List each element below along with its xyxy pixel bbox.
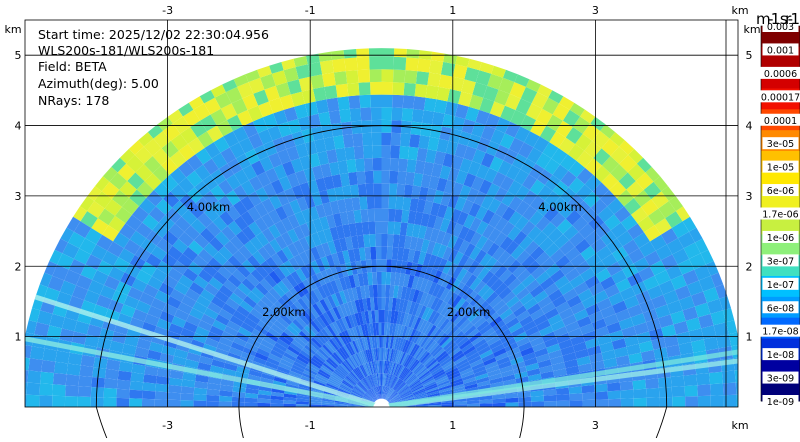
colorbar-label-bg bbox=[762, 20, 799, 32]
nrays-label: NRays: 178 bbox=[38, 93, 110, 108]
colorbar-level-label: 0.001 bbox=[767, 45, 794, 56]
range-ring-label-right: 4.00km bbox=[538, 200, 581, 214]
colorbar-label-bg bbox=[762, 230, 799, 243]
colorbar-level-label: 6e-06 bbox=[767, 186, 794, 197]
colorbar-label-bg bbox=[762, 348, 799, 361]
colorbar-title: m-1 sr-1 bbox=[756, 10, 800, 28]
field-label: Field: BETA bbox=[38, 59, 107, 74]
x-tick-label-bottom: -3 bbox=[162, 419, 173, 432]
y-tick-label-left: 4 bbox=[15, 120, 22, 133]
range-ring bbox=[238, 265, 525, 408]
y-tick-label-left: 1 bbox=[15, 331, 22, 344]
plot-frame bbox=[24, 19, 739, 408]
x-tick-label-bottom: 1 bbox=[449, 419, 456, 432]
colorbar-level-label: 3e-07 bbox=[767, 256, 794, 267]
y-tick-label-left: 2 bbox=[15, 260, 22, 273]
x-tick-label-top: -3 bbox=[162, 4, 173, 17]
colorbar-label-bg bbox=[756, 90, 800, 103]
range-ring-tail-left bbox=[95, 406, 109, 442]
range-ring-tail-right bbox=[654, 406, 668, 442]
colorbar-level-label: 0.0001 bbox=[764, 116, 797, 127]
x-tick-label-bottom: -1 bbox=[305, 419, 316, 432]
colorbar-label-bg bbox=[762, 371, 799, 384]
beta-field bbox=[25, 48, 738, 407]
colorbar-level-label: 1.7e-08 bbox=[762, 327, 798, 338]
colorbar-level-label: 1e-05 bbox=[767, 163, 794, 174]
start-time-label: Start time: 2025/12/02 22:30:04.956 bbox=[38, 27, 269, 42]
colorbar-label-bg bbox=[762, 301, 799, 314]
axes: -3 -3 -1 -1 1 1 3 3 1 1 2 2 3 3 4 4 5 5 km km km km bbox=[4, 4, 760, 432]
colorbar-label-bg bbox=[762, 184, 799, 197]
y-tick-label-right: 2 bbox=[746, 260, 753, 273]
x-tick-label-top: 1 bbox=[449, 4, 456, 17]
y-unit-left: km bbox=[4, 23, 21, 36]
colorbar-label-bg bbox=[759, 66, 800, 79]
instrument-label: WLS200s-181/WLS200s-181 bbox=[38, 43, 215, 58]
colorbar-label-bg bbox=[756, 207, 800, 220]
colorbar-level-label: 0.0006 bbox=[764, 69, 797, 80]
colorbar-level-label: 1e-09 bbox=[767, 397, 794, 408]
colorbar-level-label: 0.00017 bbox=[761, 92, 800, 103]
azimuth-label: Azimuth(deg): 5.00 bbox=[38, 76, 159, 91]
y-unit-right: km bbox=[743, 23, 760, 36]
colorbar-level-label: 6e-08 bbox=[767, 303, 794, 314]
range-ring-label-right: 2.00km bbox=[447, 305, 490, 319]
colorbar-label-bg bbox=[762, 277, 799, 290]
colorbar: 0.003 0.001 0.0006 0.00017 0.0001 3e-05 1e-05 6… bbox=[756, 10, 800, 408]
colorbar-label-bg bbox=[756, 324, 800, 337]
colorbar-level-label: 0.003 bbox=[767, 22, 794, 33]
colorbar-label-bg bbox=[762, 395, 799, 407]
colorbar-label-bg bbox=[762, 137, 799, 150]
range-ring-tail-right bbox=[518, 406, 525, 442]
colorbar-label-bg bbox=[762, 160, 799, 173]
range-ring bbox=[95, 125, 668, 408]
y-tick-label-right: 3 bbox=[746, 190, 753, 203]
range-rings: 2.00km 2.00km 4.00km 4.00km bbox=[95, 125, 668, 442]
range-ring-label-left: 2.00km bbox=[262, 305, 305, 319]
colorbar-label-bg bbox=[759, 113, 800, 126]
y-tick-label-left: 3 bbox=[15, 190, 22, 203]
range-ring-tail-left bbox=[238, 406, 245, 442]
x-unit-top: km bbox=[731, 4, 748, 17]
x-tick-label-bottom: 3 bbox=[592, 419, 599, 432]
colorbar-level-label: 1.7e-06 bbox=[762, 210, 798, 221]
x-tick-label-top: -1 bbox=[305, 4, 316, 17]
colorbar-label-bg bbox=[762, 254, 799, 267]
x-unit-bottom: km bbox=[731, 419, 748, 432]
colorbar-level-label: 3e-05 bbox=[767, 139, 794, 150]
range-ring-label-left: 4.00km bbox=[187, 200, 230, 214]
colorbar-label-bg bbox=[762, 43, 799, 56]
colorbar-level-label: 1e-07 bbox=[767, 280, 794, 291]
y-tick-label-left: 5 bbox=[15, 49, 22, 62]
y-tick-label-right: 1 bbox=[746, 331, 753, 344]
x-tick-label-top: 3 bbox=[592, 4, 599, 17]
colorbar-level-label: 3e-09 bbox=[767, 374, 794, 385]
colorbar-level-label: 1e-06 bbox=[767, 233, 794, 244]
y-tick-label-right: 4 bbox=[746, 120, 753, 133]
y-tick-label-right: 5 bbox=[746, 49, 753, 62]
colorbar-level-label: 1e-08 bbox=[767, 350, 794, 361]
